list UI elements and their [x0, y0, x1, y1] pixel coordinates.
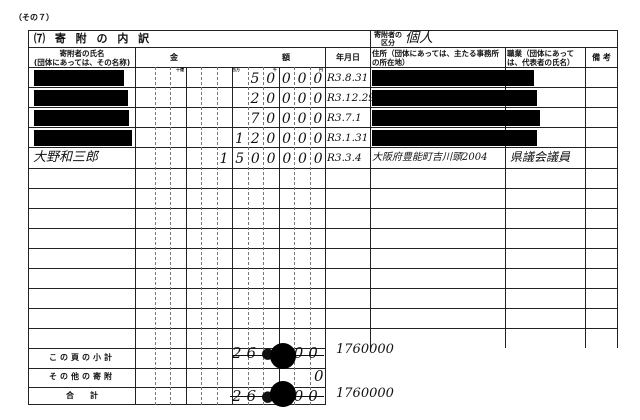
date-cell: R3.12.29 — [327, 92, 375, 105]
subtotal-label: この頁の小計 — [49, 353, 115, 362]
row-divider — [28, 207, 618, 209]
row-divider — [28, 288, 618, 290]
donor-category-value: 個人 — [405, 30, 433, 46]
redaction-mark — [270, 381, 296, 407]
unit-thousand: 千 — [273, 67, 277, 72]
digit-column-divider — [247, 67, 249, 405]
row-divider — [28, 268, 618, 269]
redaction-block — [372, 90, 537, 107]
redaction-block — [372, 110, 540, 127]
row-divider — [28, 348, 326, 350]
row-divider — [28, 247, 618, 249]
other-donations-value: 0 — [314, 367, 324, 385]
unit-yen: 円 — [319, 67, 323, 72]
row-divider — [28, 308, 618, 310]
amount-cell: 70000 — [250, 111, 330, 128]
redaction-block — [34, 130, 132, 147]
total-corrected: 1760000 — [336, 386, 394, 401]
donor-category-label: 寄附者の区分 — [374, 31, 402, 47]
digit-column-divider — [263, 67, 264, 405]
redaction-block — [34, 110, 129, 127]
digit-column-divider — [216, 67, 218, 405]
unit-ten-million: 十億 — [176, 67, 184, 72]
header-address: 住所（団体にあっては、主たる事務所の所在地） — [372, 49, 499, 67]
row-divider — [28, 167, 618, 169]
redaction-mark — [270, 343, 296, 369]
redaction-block — [34, 90, 128, 107]
row-divider — [28, 227, 618, 229]
date-cell: R3.7.1 — [327, 112, 362, 125]
amount-cell: 1500000 — [219, 151, 330, 168]
page-label: （その７） — [14, 13, 54, 22]
digit-column-divider — [278, 67, 280, 405]
header-amount-kin: 金 — [170, 53, 178, 62]
date-cell: R3.1.31 — [327, 132, 369, 145]
row-divider — [28, 107, 618, 109]
other-donations-label: その他の寄附 — [49, 372, 115, 381]
row-divider — [28, 328, 618, 330]
row-divider — [28, 87, 618, 89]
digit-column-divider — [294, 67, 295, 405]
amount-cell: 50000 — [250, 71, 330, 87]
unit-million: 百万 — [232, 67, 240, 72]
digit-column-divider — [170, 67, 171, 405]
address-cell: 大阪府豊能町吉川頭2004 — [372, 152, 488, 164]
header-occupation: 職業（団体にあっては、代表者の氏名） — [507, 49, 575, 67]
redaction-block — [34, 70, 124, 86]
redaction-block — [372, 70, 534, 86]
total-label: 合 計 — [66, 391, 98, 400]
occupation-cell: 県議会議員 — [510, 150, 571, 165]
date-cell: R3.3.4 — [327, 152, 362, 165]
row-divider — [28, 187, 618, 189]
row-divider — [28, 147, 618, 149]
digit-column-divider — [185, 67, 187, 405]
redaction-block — [372, 130, 537, 147]
header-name: 寄附者の氏名 (団体にあっては、その名称) — [33, 49, 131, 67]
amount-cell: 20000 — [250, 91, 330, 108]
digit-column-divider — [201, 67, 202, 405]
row-divider — [28, 387, 326, 388]
donor-name: 大野和三郎 — [33, 150, 99, 166]
header-amount-gaku: 額 — [282, 53, 290, 62]
amount-cell: 120000 — [235, 131, 330, 148]
digit-column-divider — [154, 67, 156, 405]
digit-column-divider — [309, 67, 311, 405]
section-title: ⑺ 寄 附 の 内 訳 — [34, 32, 153, 45]
row-divider — [28, 368, 326, 369]
row-divider — [28, 127, 618, 129]
subtotal-corrected: 1760000 — [336, 342, 394, 357]
date-cell: R3.8.31 — [327, 72, 369, 84]
digit-column-divider — [232, 67, 233, 405]
header-date: 年月日 — [336, 53, 360, 62]
header-remarks: 備 考 — [592, 53, 611, 62]
